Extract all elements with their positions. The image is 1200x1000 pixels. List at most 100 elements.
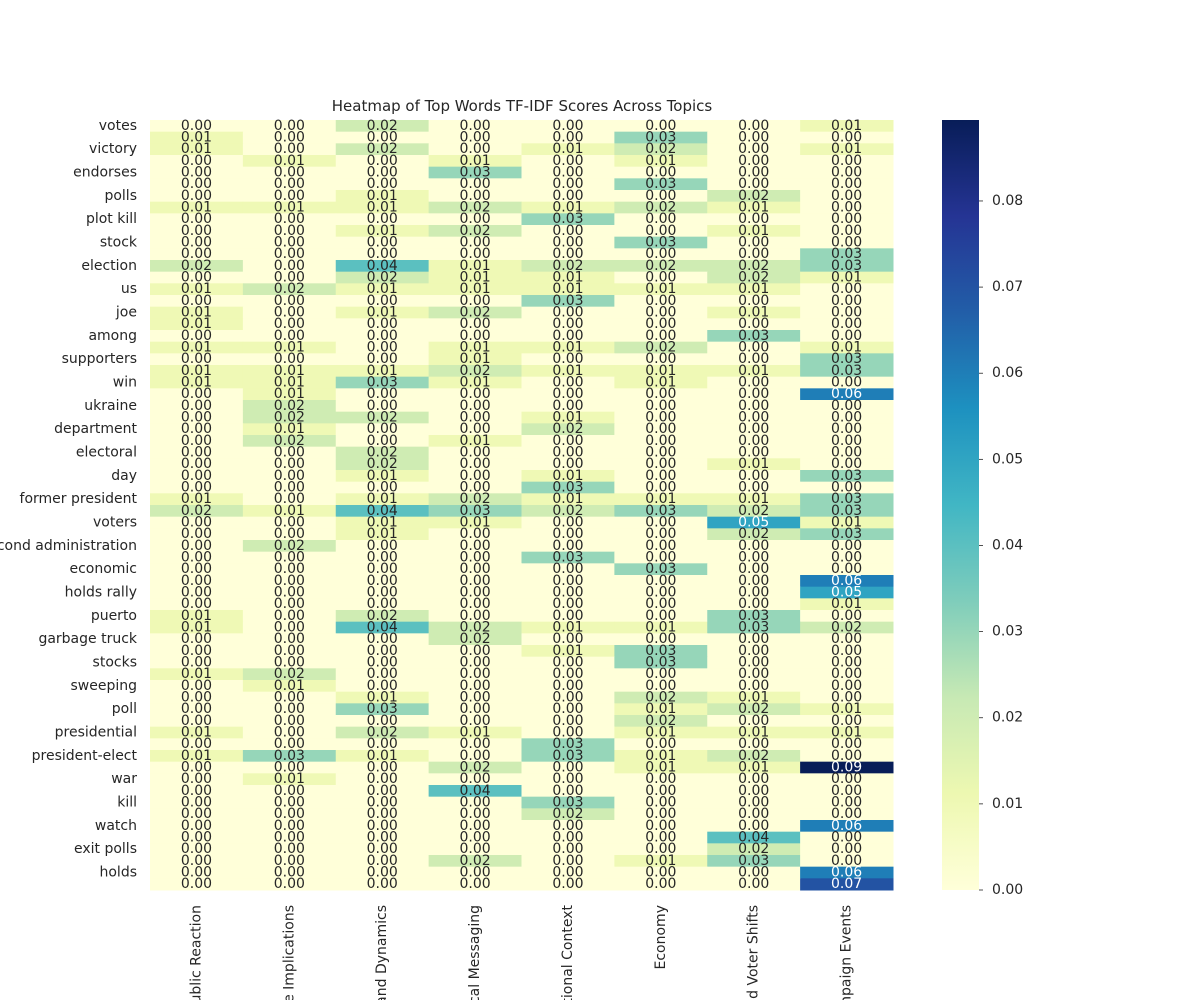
heat-cell: [521, 143, 615, 156]
cell-label: 0.01: [738, 491, 769, 507]
cell-label: 0.00: [831, 130, 862, 146]
cell-label: 0.00: [738, 585, 769, 601]
heat-cell: [707, 271, 801, 284]
heat-cell: [800, 610, 894, 623]
cell-label: 0.00: [181, 643, 212, 659]
colorbar-tick-label: 0.01: [992, 796, 1023, 812]
heat-cell: [150, 808, 244, 821]
cell-label: 0.00: [831, 841, 862, 857]
y-tick-label: holds: [99, 865, 137, 881]
heat-cell: [335, 225, 430, 238]
heat-cell: [428, 563, 522, 576]
cell-label: 0.00: [738, 340, 769, 356]
heat-cell: [150, 306, 244, 319]
heat-cell: [150, 691, 244, 704]
cell-label: 0.03: [552, 550, 583, 566]
cell-label: 0.01: [181, 666, 212, 682]
heat-cell: [335, 878, 430, 891]
cell-label: 0.00: [459, 608, 490, 624]
heat-cell: [521, 855, 615, 868]
cell-label: 0.02: [738, 258, 769, 274]
cell-label: 0.01: [181, 141, 212, 157]
heat-cell: [428, 295, 522, 308]
heat-cell: [428, 785, 522, 798]
y-tick-label: election: [81, 258, 137, 274]
heat-cell: [335, 178, 430, 191]
heat-cell: [335, 248, 430, 261]
cell-label: 0.00: [274, 806, 305, 822]
heat-cell: [335, 388, 430, 401]
cell-label: 0.00: [181, 573, 212, 589]
cell-label: 0.00: [645, 538, 676, 554]
cell-label: 0.00: [459, 713, 490, 729]
cell-label: 0.01: [367, 526, 398, 542]
cell-label: 0.02: [274, 281, 305, 297]
cell-label: 0.00: [552, 538, 583, 554]
heat-cell: [614, 213, 708, 226]
cell-label: 0.00: [645, 328, 676, 344]
cell-label: 0.00: [645, 211, 676, 227]
cell-label: 0.01: [738, 363, 769, 379]
heat-cell: [335, 283, 430, 296]
heat-cell: [428, 586, 522, 599]
cell-label: 0.00: [181, 328, 212, 344]
cell-label: 0.06: [831, 386, 862, 402]
cell-label: 0.01: [552, 410, 583, 426]
heat-cell: [800, 481, 894, 494]
cell-label: 0.00: [274, 853, 305, 869]
heat-cell: [242, 295, 337, 308]
cell-label: 0.01: [367, 305, 398, 321]
y-tick-label: victory: [89, 141, 137, 157]
heat-cell: [242, 656, 337, 669]
heat-cell: [335, 166, 430, 179]
heat-cell: [707, 493, 801, 506]
cell-label: 0.00: [738, 468, 769, 484]
cell-label: 0.01: [181, 305, 212, 321]
cell-label: 0.00: [738, 771, 769, 787]
heat-cell: [614, 120, 708, 133]
cell-label: 0.00: [181, 456, 212, 472]
cell-label: 0.02: [459, 631, 490, 647]
y-tick-label: econd administration: [0, 538, 137, 554]
cell-label: 0.00: [831, 188, 862, 204]
y-tick-label: day: [111, 468, 137, 484]
heat-cell: [242, 283, 337, 296]
cell-label: 0.00: [459, 643, 490, 659]
heat-cell: [521, 166, 615, 179]
heat-cell: [242, 866, 337, 879]
cell-label: 0.00: [459, 211, 490, 227]
heat-cell: [707, 458, 801, 471]
cell-label: 0.00: [738, 550, 769, 566]
y-tick-label: among: [88, 328, 137, 344]
cell-label: 0.01: [645, 491, 676, 507]
cell-label: 0.00: [552, 246, 583, 262]
cell-label: 0.00: [274, 188, 305, 204]
heat-cell: [707, 190, 801, 203]
heat-cell: [707, 866, 801, 879]
heat-cell: [707, 563, 801, 576]
cell-label: 0.00: [552, 188, 583, 204]
heat-cell: [242, 820, 337, 833]
heat-cell: [521, 306, 615, 319]
heat-cell: [614, 201, 708, 214]
y-tick-label: department: [54, 421, 137, 437]
cell-label: 0.00: [367, 678, 398, 694]
heat-cell: [335, 201, 430, 214]
heat-cell: [521, 691, 615, 704]
heat-cell: [150, 855, 244, 868]
heat-cell: [521, 575, 615, 588]
heat-cell: [428, 423, 522, 436]
heat-cell: [428, 738, 522, 751]
cell-label: 0.00: [738, 806, 769, 822]
heat-cell: [707, 703, 801, 716]
cell-label: 0.00: [645, 526, 676, 542]
heat-cell: [335, 575, 430, 588]
cell-label: 0.00: [831, 211, 862, 227]
cell-label: 0.00: [738, 293, 769, 309]
heat-cell: [428, 820, 522, 833]
heat-cell: [335, 376, 430, 389]
heat-cell: [614, 878, 708, 891]
x-tick-label: ublic Reaction: [188, 905, 204, 1000]
heat-cell: [707, 668, 801, 681]
